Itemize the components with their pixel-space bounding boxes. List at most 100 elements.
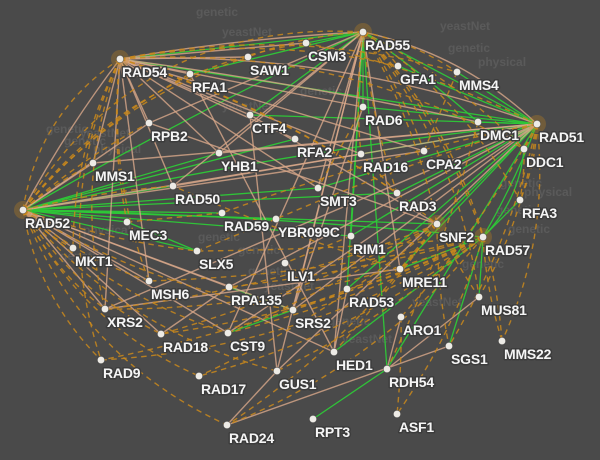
network-edge bbox=[22, 209, 162, 335]
node-label-GUS1: GUS1 bbox=[279, 376, 317, 392]
network-node-MRE11[interactable] bbox=[395, 264, 405, 274]
network-edge bbox=[333, 223, 438, 353]
network-node-RAD51[interactable] bbox=[532, 119, 542, 129]
network-node-CPA2[interactable] bbox=[419, 146, 429, 156]
network-node-RAD57[interactable] bbox=[478, 232, 488, 242]
network-node-RAD52[interactable] bbox=[18, 205, 28, 215]
network-edge bbox=[115, 58, 128, 223]
network-node-GUS1[interactable] bbox=[272, 366, 282, 376]
network-node-RAD17[interactable] bbox=[194, 371, 204, 381]
network-edge bbox=[119, 42, 307, 60]
network-node-XRS2[interactable] bbox=[100, 304, 110, 314]
network-node-DMC1[interactable] bbox=[473, 117, 483, 127]
network-edge bbox=[22, 209, 150, 282]
network-node-RAD6[interactable] bbox=[358, 102, 368, 112]
network-node-SNF2[interactable] bbox=[432, 219, 442, 229]
network-edge bbox=[228, 236, 484, 288]
node-label-RAD53: RAD53 bbox=[349, 294, 394, 310]
network-node-RPT3[interactable] bbox=[308, 414, 318, 424]
network-node-CTF4[interactable] bbox=[245, 110, 255, 120]
network-edge bbox=[198, 236, 484, 377]
node-label-RAD18: RAD18 bbox=[163, 339, 208, 355]
network-node-RPB2[interactable] bbox=[144, 118, 154, 128]
network-node-HED1[interactable] bbox=[329, 347, 339, 357]
network-node-SRS2[interactable] bbox=[288, 305, 298, 315]
node-label-MMS4: MMS4 bbox=[459, 77, 499, 93]
network-edge bbox=[22, 30, 364, 211]
network-edge bbox=[357, 31, 364, 155]
watermark-text: genetic bbox=[448, 41, 490, 55]
network-node-RAD50[interactable] bbox=[168, 181, 178, 191]
watermark-text: yeastNet bbox=[440, 19, 490, 33]
node-label-RFA3: RFA3 bbox=[522, 205, 557, 221]
network-node-SMT3[interactable] bbox=[313, 183, 323, 193]
network-edge bbox=[148, 31, 364, 124]
node-label-YBR099C: YBR099C bbox=[278, 224, 340, 240]
network-edge bbox=[22, 209, 294, 311]
network-edge bbox=[501, 123, 541, 342]
network-node-RAD9[interactable] bbox=[96, 355, 106, 365]
network-edge bbox=[423, 71, 458, 152]
network-node-MMS4[interactable] bbox=[452, 67, 462, 77]
network-edge bbox=[22, 187, 319, 211]
network-edge bbox=[477, 121, 538, 125]
network-node-RAD16[interactable] bbox=[356, 149, 366, 159]
node-label-MKT1: MKT1 bbox=[75, 253, 113, 269]
network-node-RFA2[interactable] bbox=[290, 134, 300, 144]
network-node-RAD3[interactable] bbox=[392, 188, 402, 198]
node-label-RFA1: RFA1 bbox=[192, 79, 227, 95]
network-edge bbox=[172, 31, 364, 187]
network-node-ARO1[interactable] bbox=[396, 312, 406, 322]
network-edge bbox=[312, 368, 388, 420]
node-label-RAD17: RAD17 bbox=[201, 381, 246, 397]
node-label-RIM1: RIM1 bbox=[353, 241, 386, 257]
network-edge bbox=[226, 345, 450, 426]
network-edge bbox=[519, 148, 525, 201]
node-label-RAD57: RAD57 bbox=[485, 242, 530, 258]
network-node-MMS22[interactable] bbox=[497, 336, 507, 346]
network-node-CST9[interactable] bbox=[223, 328, 233, 338]
watermark-text: yeastNet bbox=[222, 99, 272, 113]
network-node-SLX5[interactable] bbox=[192, 246, 202, 256]
network-node-RAD55[interactable] bbox=[358, 27, 368, 37]
network-node-RDH54[interactable] bbox=[382, 364, 392, 374]
network-edge bbox=[22, 209, 230, 288]
network-node-RPA135[interactable] bbox=[224, 282, 234, 292]
network-node-SGS1[interactable] bbox=[444, 341, 454, 351]
network-edge bbox=[104, 223, 438, 310]
network-edge bbox=[119, 44, 458, 73]
node-label-DMC1: DMC1 bbox=[480, 127, 519, 143]
node-label-RAD16: RAD16 bbox=[363, 159, 408, 175]
network-node-RFA3[interactable] bbox=[515, 195, 525, 205]
network-edge bbox=[148, 122, 438, 225]
network-node-DDC1[interactable] bbox=[519, 144, 529, 154]
network-node-RAD53[interactable] bbox=[342, 284, 352, 294]
network-edge bbox=[100, 268, 401, 361]
network-node-RAD59[interactable] bbox=[217, 208, 227, 218]
network-node-YBR099C[interactable] bbox=[271, 214, 281, 224]
network-node-MKT1[interactable] bbox=[68, 243, 78, 253]
network-node-ILV1[interactable] bbox=[280, 258, 290, 268]
network-node-GFA1[interactable] bbox=[393, 61, 403, 71]
network-node-MSH6[interactable] bbox=[144, 276, 154, 286]
network-node-RAD24[interactable] bbox=[222, 420, 232, 430]
network-edge bbox=[22, 209, 228, 426]
network-node-YHB1[interactable] bbox=[214, 148, 224, 158]
network-edge bbox=[482, 236, 503, 342]
network-node-MEC3[interactable] bbox=[122, 217, 132, 227]
network-node-RFA1[interactable] bbox=[185, 69, 195, 79]
network-edge bbox=[22, 31, 364, 211]
network-edge bbox=[22, 150, 425, 211]
network-node-SAW1[interactable] bbox=[243, 52, 253, 62]
network-node-MUS81[interactable] bbox=[474, 292, 484, 302]
network-node-CSM3[interactable] bbox=[301, 38, 311, 48]
network-edge bbox=[72, 58, 121, 249]
network-node-ASF1[interactable] bbox=[392, 409, 402, 419]
network-edge bbox=[22, 185, 174, 211]
network-node-RAD54[interactable] bbox=[115, 54, 125, 64]
network-node-MMS1[interactable] bbox=[88, 158, 98, 168]
network-edge bbox=[362, 31, 388, 370]
network-node-RIM1[interactable] bbox=[346, 231, 356, 241]
network-node-RAD18[interactable] bbox=[156, 329, 166, 339]
